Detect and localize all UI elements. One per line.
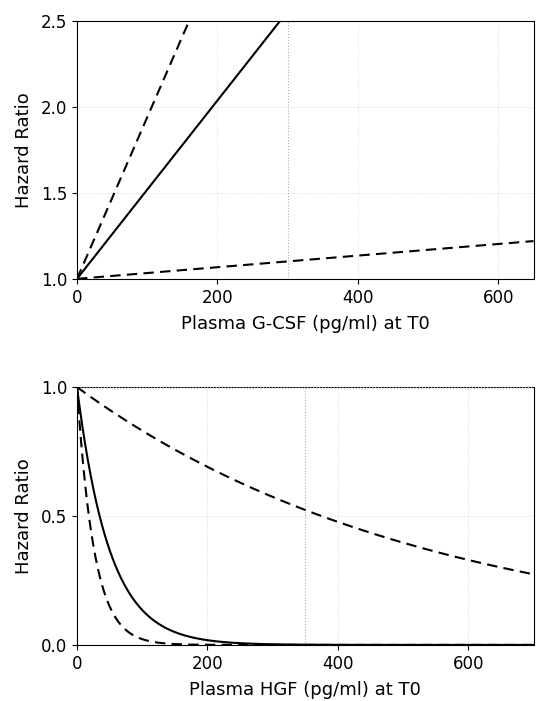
X-axis label: Plasma HGF (pg/ml) at T0: Plasma HGF (pg/ml) at T0 bbox=[189, 681, 421, 699]
X-axis label: Plasma G-CSF (pg/ml) at T0: Plasma G-CSF (pg/ml) at T0 bbox=[181, 315, 430, 333]
Y-axis label: Hazard Ratio: Hazard Ratio bbox=[14, 92, 32, 207]
Y-axis label: Hazard Ratio: Hazard Ratio bbox=[14, 458, 32, 574]
